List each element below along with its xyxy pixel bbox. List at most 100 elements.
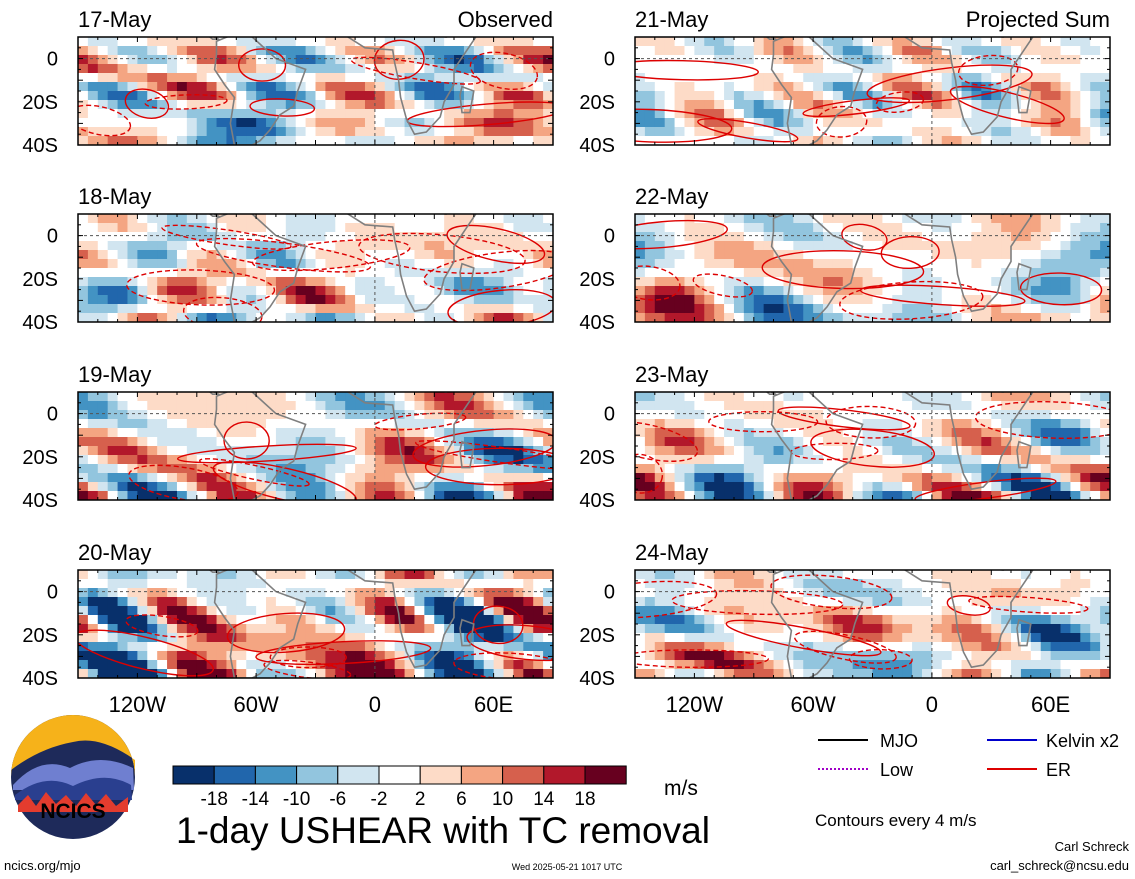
panel-date: 24-May — [635, 540, 708, 565]
er-contour — [968, 595, 1089, 614]
er-contour — [914, 477, 1057, 500]
er-contour — [635, 219, 728, 250]
colorbar-swatch — [543, 765, 586, 785]
er-contour — [880, 235, 940, 270]
y-tick-label: 0 — [47, 582, 58, 604]
er-contour — [859, 284, 1026, 307]
coastline — [459, 618, 475, 647]
colorbar-units: m/s — [664, 777, 698, 800]
map-panel: 0 20S 40S 17-May Observed — [22, 7, 554, 157]
footer-author: Carl Schreck — [1055, 839, 1130, 854]
er-contour — [269, 646, 347, 669]
er-contour — [195, 237, 372, 273]
y-tick-label: 0 — [604, 404, 615, 426]
y-tick-label: 40S — [579, 135, 615, 157]
er-contour — [777, 406, 911, 431]
colorbar-swatch — [213, 765, 256, 785]
footer-email: carl_schreck@ncsu.edu — [990, 858, 1129, 873]
y-tick-label: 40S — [579, 312, 615, 334]
coastline — [770, 392, 864, 500]
figure-title: 1-day USHEAR with TC removal — [176, 810, 710, 851]
er-contour — [128, 464, 239, 500]
coastline — [213, 392, 307, 500]
coastline — [770, 570, 864, 678]
coastline — [208, 214, 222, 217]
er-contour — [770, 574, 893, 610]
panel-date: 18-May — [78, 184, 151, 209]
y-tick-label: 0 — [47, 226, 58, 248]
panel-date: 22-May — [635, 184, 708, 209]
er-contour — [815, 105, 868, 138]
er-contour — [635, 59, 759, 81]
er-contour — [358, 232, 526, 275]
panel-date: 23-May — [635, 362, 708, 387]
legend-kelvin-label: Kelvin x2 — [1046, 731, 1119, 751]
coastline — [1016, 85, 1032, 114]
x-tick-label: 0 — [926, 692, 938, 717]
colorbar-tick-label: -6 — [329, 789, 346, 810]
y-tick-label: 20S — [22, 625, 58, 647]
coastline — [903, 570, 1034, 669]
er-contour — [793, 630, 897, 664]
y-tick-label: 20S — [22, 447, 58, 469]
er-contour — [725, 619, 882, 657]
coastline — [459, 85, 475, 114]
er-contour — [350, 56, 482, 85]
er-contour — [423, 249, 553, 292]
er-contour — [412, 428, 553, 468]
y-tick-label: 0 — [604, 226, 615, 248]
map-panel: 0 20S 40S 21-May Projected Sum — [579, 7, 1111, 157]
er-contour — [866, 64, 1033, 104]
coastline — [346, 570, 477, 669]
er-contour — [226, 612, 346, 654]
legend-er-label: ER — [1046, 760, 1071, 780]
er-contour — [974, 400, 1110, 440]
er-contour — [446, 224, 546, 265]
er-contour — [161, 224, 292, 250]
contour-note: Contours every 4 m/s — [815, 811, 977, 830]
er-contour — [635, 580, 718, 619]
logo-text: NCICS — [40, 800, 105, 823]
er-contour — [825, 405, 917, 439]
x-tick-label: 60E — [1031, 692, 1070, 717]
coastline — [346, 37, 477, 136]
er-contour — [946, 594, 991, 616]
ncics-logo: NCICS — [11, 715, 135, 839]
coastline — [903, 214, 1034, 313]
y-tick-label: 40S — [22, 135, 58, 157]
coastline — [346, 392, 477, 491]
er-contour — [1019, 272, 1103, 306]
coastline — [208, 37, 222, 40]
er-contour — [447, 289, 553, 322]
er-contour — [839, 280, 984, 320]
map-panel: 0 20S 40S 20-May 120W 60W 0 60E — [22, 540, 554, 717]
panel-date: 21-May — [635, 7, 708, 32]
er-contour — [249, 98, 316, 117]
coastline — [459, 262, 475, 291]
y-tick-label: 0 — [604, 582, 615, 604]
er-contour — [472, 605, 524, 645]
er-contour — [635, 420, 699, 462]
colorbar-tick-label: -14 — [242, 789, 270, 810]
colorbar-tick-label: 6 — [456, 789, 467, 810]
colorbar-swatch — [296, 765, 339, 785]
colorbar-tick-label: -18 — [200, 789, 227, 810]
colorbar-swatch — [460, 765, 504, 785]
coastline — [770, 37, 864, 145]
y-tick-label: 0 — [47, 404, 58, 426]
er-contour — [469, 51, 539, 90]
er-contour — [875, 91, 925, 113]
y-tick-label: 40S — [579, 490, 615, 512]
y-tick-label: 40S — [22, 490, 58, 512]
map-panel: 0 20S 40S 24-May 120W 60W 0 60E — [579, 540, 1111, 717]
er-contour — [78, 629, 214, 677]
colorbar-tick-label: 2 — [415, 789, 426, 810]
er-contour — [802, 97, 911, 118]
y-tick-label: 40S — [22, 312, 58, 334]
coastline — [213, 37, 307, 145]
y-tick-label: 0 — [604, 49, 615, 71]
er-contour — [635, 108, 733, 143]
coastline — [765, 37, 779, 40]
er-contour — [949, 85, 1065, 125]
y-tick-label: 40S — [579, 668, 615, 690]
